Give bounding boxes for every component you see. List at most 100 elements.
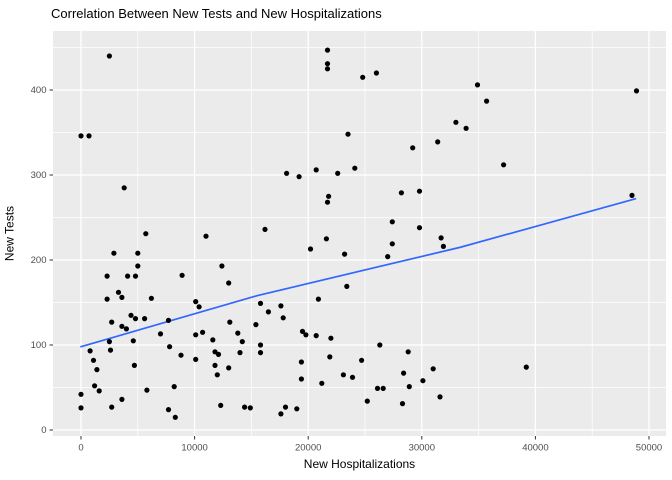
- data-point: [165, 407, 172, 413]
- data-point: [200, 329, 206, 335]
- data-point: [214, 372, 220, 378]
- data-point: [104, 296, 110, 302]
- data-point: [257, 342, 264, 348]
- x-tick-label: 40000: [522, 443, 548, 454]
- data-point: [106, 339, 112, 345]
- data-point: [90, 357, 97, 363]
- data-point: [119, 294, 125, 300]
- data-point: [109, 404, 115, 410]
- data-point: [167, 344, 173, 350]
- data-point: [374, 385, 381, 391]
- data-point: [227, 319, 233, 325]
- data-point: [307, 246, 314, 252]
- data-point: [196, 304, 202, 310]
- data-point: [157, 331, 164, 337]
- data-point: [389, 241, 395, 247]
- data-point: [398, 190, 404, 196]
- data-point: [298, 376, 304, 382]
- data-point: [405, 349, 411, 355]
- data-point: [324, 47, 331, 53]
- data-point: [257, 300, 264, 306]
- data-point: [253, 322, 259, 328]
- data-point: [215, 351, 222, 357]
- data-point: [257, 350, 264, 356]
- data-point: [303, 332, 309, 338]
- data-point: [463, 125, 469, 131]
- data-point: [282, 404, 289, 410]
- y-tick-label: 200: [31, 255, 47, 266]
- plot-title: Correlation Between New Tests and New Ho…: [51, 6, 382, 21]
- data-point: [78, 133, 84, 139]
- data-point: [523, 364, 529, 370]
- data-point: [319, 380, 325, 386]
- data-point: [78, 391, 84, 397]
- data-point: [142, 316, 148, 322]
- data-point: [219, 263, 225, 269]
- y-tick-label: 100: [31, 340, 47, 351]
- data-point: [474, 82, 481, 88]
- data-point: [359, 357, 365, 363]
- plot-panel: [53, 31, 666, 436]
- data-point: [328, 335, 334, 341]
- data-point: [284, 170, 290, 176]
- data-point: [629, 192, 635, 198]
- data-point: [406, 384, 412, 390]
- x-tick-label: 50000: [636, 443, 662, 454]
- data-point: [218, 402, 224, 408]
- data-point: [437, 394, 443, 400]
- data-point: [96, 388, 102, 394]
- data-point: [633, 88, 640, 94]
- data-point: [179, 272, 185, 278]
- data-point: [265, 309, 271, 315]
- data-point: [123, 326, 129, 332]
- data-point: [210, 337, 216, 343]
- data-point: [280, 315, 286, 321]
- data-point: [401, 370, 407, 376]
- data-point: [324, 199, 331, 205]
- data-point: [315, 296, 321, 302]
- data-point: [212, 362, 218, 368]
- data-point: [107, 347, 114, 353]
- data-point: [132, 273, 139, 279]
- data-point: [430, 366, 436, 372]
- data-point: [380, 385, 386, 391]
- data-point: [121, 185, 127, 191]
- y-tick-label: 400: [31, 85, 47, 96]
- data-point: [352, 165, 358, 171]
- data-point: [130, 338, 136, 344]
- data-point: [410, 145, 416, 151]
- data-point: [135, 263, 141, 269]
- x-tick-label: 0: [78, 443, 83, 454]
- data-point: [94, 367, 100, 373]
- data-point: [235, 330, 241, 336]
- data-point: [78, 405, 84, 411]
- data-point: [377, 342, 383, 348]
- data-point: [237, 350, 243, 356]
- data-point: [92, 383, 98, 389]
- data-point: [278, 303, 284, 309]
- data-point: [342, 251, 348, 257]
- data-point: [242, 404, 248, 410]
- data-point: [106, 53, 112, 59]
- data-point: [109, 319, 115, 325]
- data-point: [226, 365, 232, 371]
- x-axis-title: New Hospitalizations: [303, 457, 416, 471]
- data-point: [299, 328, 306, 334]
- data-point: [193, 356, 199, 362]
- data-point: [440, 243, 446, 249]
- data-point: [119, 323, 125, 329]
- data-point: [389, 219, 395, 225]
- data-point: [193, 299, 199, 305]
- data-point: [131, 362, 137, 368]
- data-point: [144, 387, 150, 393]
- data-point: [345, 131, 351, 137]
- data-point: [239, 339, 245, 345]
- data-point: [484, 98, 490, 104]
- data-point: [349, 374, 356, 380]
- data-point: [172, 414, 178, 420]
- data-point: [171, 384, 177, 390]
- y-axis-title: New Tests: [2, 205, 17, 262]
- data-point: [125, 273, 131, 279]
- data-point: [416, 188, 423, 194]
- data-point: [165, 317, 172, 323]
